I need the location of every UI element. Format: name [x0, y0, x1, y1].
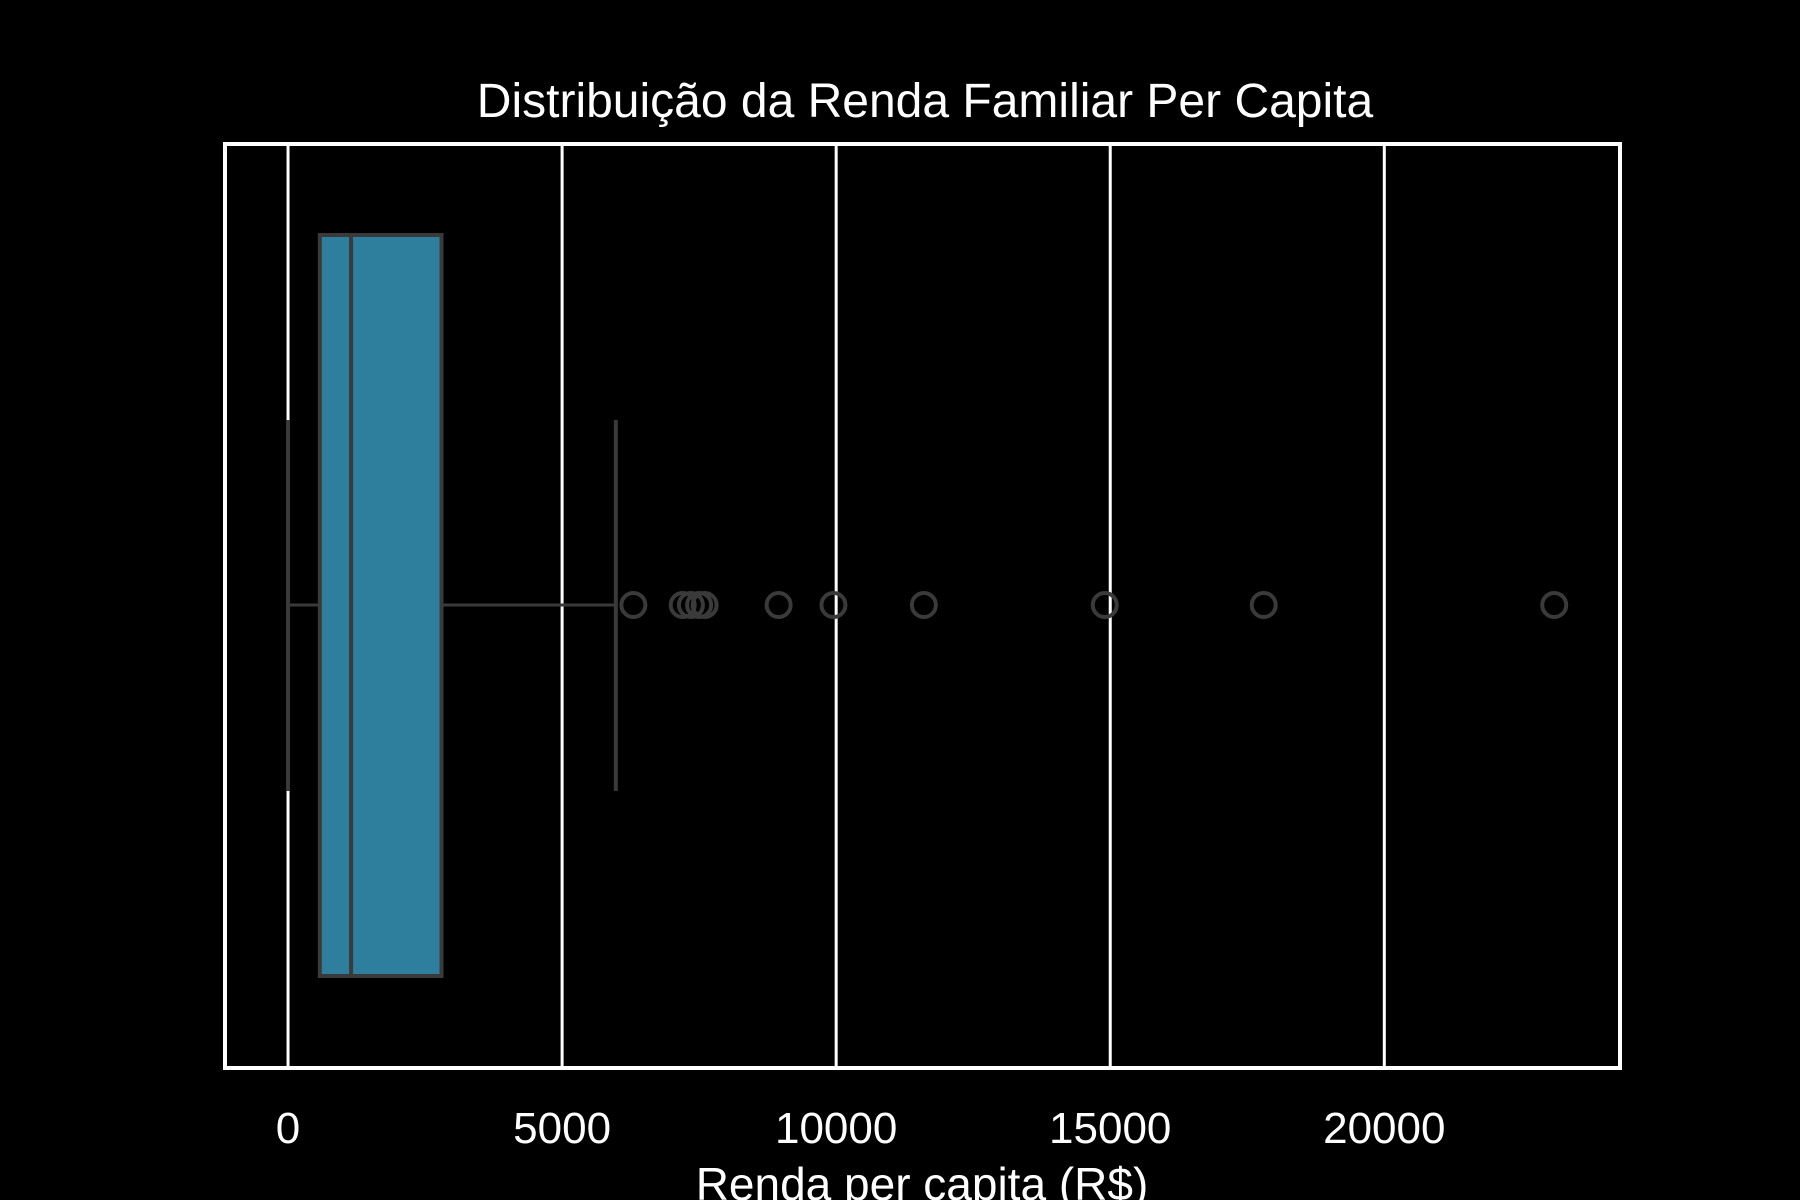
x-tick-label-15000: 15000	[1049, 1104, 1171, 1153]
outlier-point-4	[690, 591, 719, 619]
outlier-point-2	[676, 591, 705, 619]
x-axis-label: Renda per capita (R$)	[696, 1158, 1149, 1200]
outlier-point-5	[764, 591, 793, 619]
x-tick-label-10000: 10000	[775, 1104, 897, 1153]
x-tick-label-0: 0	[276, 1104, 300, 1153]
plot-area	[286, 233, 1569, 978]
grid-lines	[286, 144, 1386, 1068]
chart-title: Distribuição da Renda Familiar Per Capit…	[477, 75, 1374, 128]
x-axis-ticks: 0 5000 10000 15000 20000	[276, 1104, 1446, 1153]
x-tick-label-20000: 20000	[1323, 1104, 1445, 1153]
outlier-point-8	[1090, 591, 1119, 619]
outlier-point-1	[668, 591, 697, 619]
outlier-point-7	[909, 591, 938, 619]
iqr-box	[317, 233, 444, 978]
plot-frame	[223, 142, 1622, 1070]
outlier-point-6	[819, 591, 848, 619]
outlier-point-0	[619, 591, 648, 619]
outlier-point-9	[1249, 591, 1278, 619]
x-tick-label-5000: 5000	[513, 1104, 611, 1153]
outlier-point-10	[1540, 591, 1569, 619]
